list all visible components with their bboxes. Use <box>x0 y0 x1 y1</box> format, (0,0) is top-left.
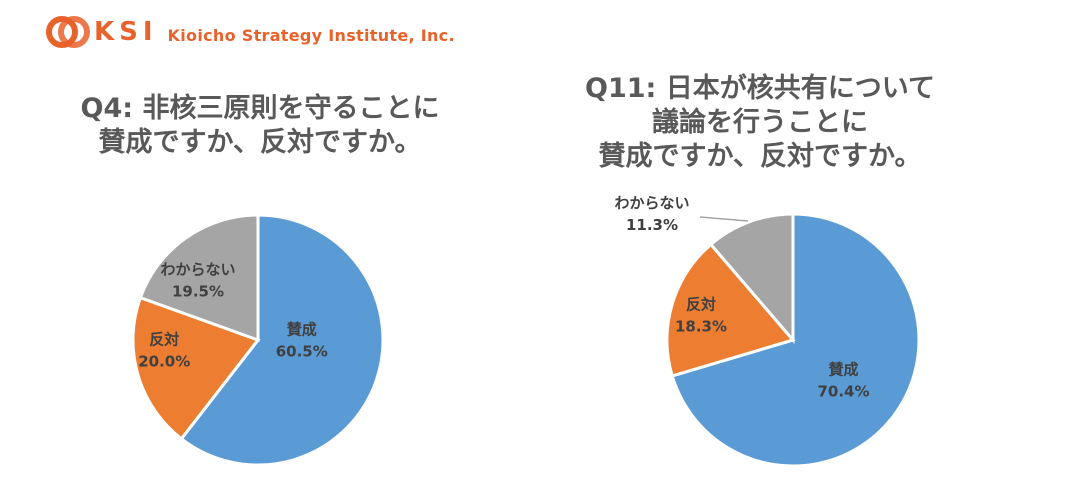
pie-label-q11-0: 賛成 <box>828 361 858 379</box>
logo-ksi-text: KSI <box>94 17 158 47</box>
pie-leader-line-q11-2 <box>699 216 749 222</box>
chart-title-q4: Q4: 非核三原則を守ることに 賛成ですか、反対ですか。 <box>40 92 480 160</box>
chart-title-q11: Q11: 日本が核共有について 議論を行うことに 賛成ですか、反対ですか。 <box>520 72 1000 174</box>
company-name: Kioicho Strategy Institute, Inc. <box>167 25 455 45</box>
pie-label-q4-1: 反対 <box>149 331 179 349</box>
pie-slice-q4-2 <box>138 213 260 343</box>
pie-slice-q11-2 <box>708 212 795 345</box>
chart-title-q4-line-1: Q4: 非核三原則を守ることに <box>80 93 440 124</box>
pie-slice-q11-1 <box>665 242 796 378</box>
pie-value-label-q4-0: 60.5% <box>276 343 328 361</box>
pie-value-label-q11-0: 70.4% <box>817 383 869 401</box>
pie-label-q11-2: わからない <box>614 194 689 212</box>
pie-slice-q11-0 <box>670 212 921 468</box>
pie-value-label-q4-1: 20.0% <box>138 353 190 371</box>
pie-slice-q4-1 <box>131 295 261 441</box>
chart-title-q11-line-3: 賛成ですか、反対ですか。 <box>598 141 922 172</box>
pie-value-label-q4-2: 19.5% <box>172 283 224 301</box>
pie-label-q11-1: 反対 <box>686 295 716 313</box>
ksi-logo: KSI Kioicho Strategy Institute, Inc. <box>46 14 455 50</box>
chart-title-q4-line-2: 賛成ですか、反対ですか。 <box>98 127 422 158</box>
pie-value-label-q11-1: 18.3% <box>675 317 727 335</box>
pie-label-q4-0: 賛成 <box>287 321 317 339</box>
chart-title-q11-line-1: Q11: 日本が核共有について <box>585 73 935 104</box>
pie-slice-q4-0 <box>179 213 385 467</box>
pie-label-q4-2: わからない <box>160 261 235 279</box>
chart-title-q11-line-2: 議論を行うことに <box>652 107 868 138</box>
ksi-logo-icon <box>46 16 90 48</box>
pie-value-label-q11-2: 11.3% <box>626 216 678 234</box>
